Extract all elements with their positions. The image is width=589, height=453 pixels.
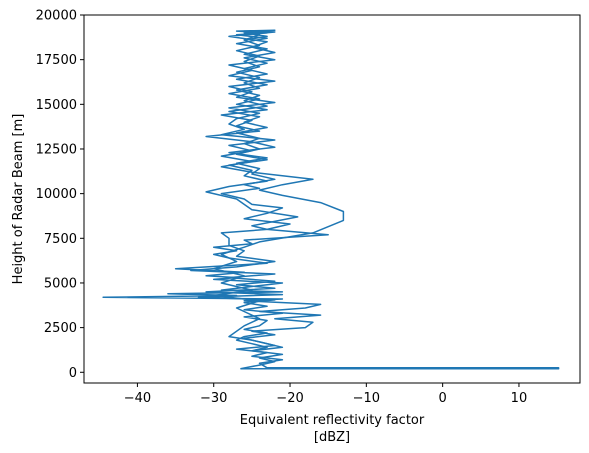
x-tick-label: −30 (200, 391, 227, 406)
y-tick-label: 15000 (36, 98, 77, 113)
x-axis-label: Equivalent reflectivity factor (240, 413, 425, 428)
x-tick-label: −40 (124, 391, 151, 406)
y-tick-label: 20000 (36, 9, 77, 24)
x-tick-label: −20 (276, 391, 303, 406)
series-line-1 (190, 30, 299, 370)
series-line-2 (212, 29, 345, 352)
y-tick-label: 2500 (44, 321, 77, 336)
x-tick-label: 10 (511, 391, 528, 406)
x-axis-ticks: −40 −30 −20 −10 0 10 (124, 383, 528, 406)
y-tick-label: 7500 (44, 232, 77, 247)
y-tick-label: 0 (69, 366, 77, 381)
y-tick-label: 10000 (36, 187, 77, 202)
axes-frame (83, 14, 581, 384)
series-layer (102, 29, 560, 370)
y-tick-label: 12500 (36, 142, 77, 157)
y-axis-label: Height of Radar Beam [m] (11, 114, 26, 285)
y-tick-label: 17500 (36, 53, 77, 68)
x-tick-label: 0 (439, 391, 447, 406)
x-tick-label: −10 (353, 391, 380, 406)
y-axis-ticks: 0 2500 5000 7500 10000 12500 15000 17500 20000 (36, 9, 84, 381)
x-axis-unit-label: [dBZ] (314, 430, 350, 445)
y-tick-label: 5000 (44, 276, 77, 291)
